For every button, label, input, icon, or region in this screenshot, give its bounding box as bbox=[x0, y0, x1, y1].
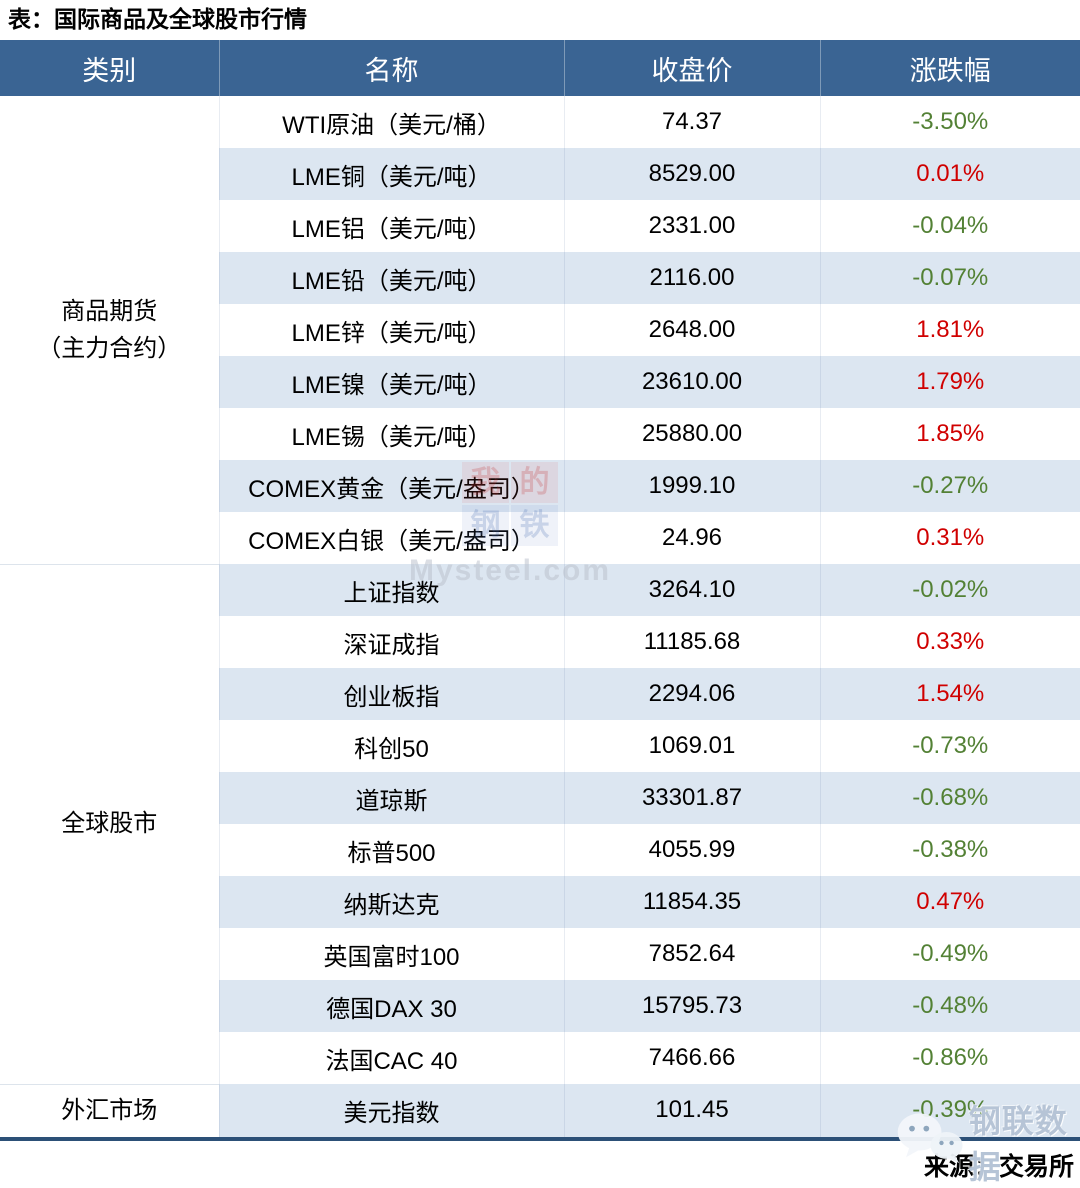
name-cell: LME镍（美元/吨） bbox=[219, 356, 565, 408]
name-cell: 道琼斯 bbox=[219, 772, 565, 824]
name-cell: LME锌（美元/吨） bbox=[219, 304, 565, 356]
name-cell: 纳斯达克 bbox=[219, 876, 565, 928]
close-cell: 8529.00 bbox=[564, 148, 821, 200]
table-row: 纳斯达克 11854.35 0.47% bbox=[0, 876, 1080, 928]
column-header-change: 涨跌幅 bbox=[820, 40, 1080, 96]
category-line1: 全球股市 bbox=[61, 810, 158, 838]
change-cell: 0.33% bbox=[916, 628, 985, 655]
close-cell: 4055.99 bbox=[564, 824, 821, 876]
market-table: 类别 名称 收盘价 涨跌幅 商品期货 （主力合约） WTI原油（美元/桶） 74… bbox=[0, 40, 1080, 1141]
column-header-category: 类别 bbox=[0, 40, 220, 96]
change-cell: 1.81% bbox=[916, 316, 985, 343]
close-cell: 74.37 bbox=[564, 96, 821, 148]
close-cell: 11185.68 bbox=[564, 616, 821, 668]
change-cell: -0.73% bbox=[912, 732, 989, 759]
close-cell: 24.96 bbox=[564, 512, 821, 564]
category-line1: 外汇市场 bbox=[61, 1096, 158, 1124]
category-line2: （主力合约） bbox=[37, 334, 182, 362]
name-cell: COMEX黄金（美元/盎司） bbox=[219, 460, 565, 512]
close-cell: 1069.01 bbox=[564, 720, 821, 772]
source-label: 来源：交易所 bbox=[923, 1152, 1074, 1181]
table-row: 英国富时100 7852.64 -0.49% bbox=[0, 928, 1080, 980]
name-cell: COMEX白银（美元/盎司） bbox=[219, 512, 565, 564]
category-cell-global-stocks: 全球股市 bbox=[0, 563, 220, 1084]
name-cell: 美元指数 bbox=[219, 1084, 565, 1139]
change-cell: -0.39% bbox=[820, 1084, 1080, 1139]
close-cell: 2331.00 bbox=[564, 200, 821, 252]
change-cell: -0.48% bbox=[820, 980, 1080, 1032]
change-cell: -0.68% bbox=[820, 772, 1080, 824]
close-cell: 2648.00 bbox=[564, 304, 821, 356]
category-cell-commodity-futures: 商品期货 （主力合约） bbox=[0, 96, 220, 564]
table-row: 商品期货 （主力合约） WTI原油（美元/桶） 74.37 -3.50% bbox=[0, 96, 1080, 564]
name-cell: 德国DAX 30 bbox=[219, 980, 565, 1032]
name-cell: 深证成指 bbox=[219, 616, 565, 668]
category-cell-forex: 外汇市场 bbox=[0, 1083, 220, 1139]
change-cell: 0.31% bbox=[916, 524, 985, 551]
table-row: 创业板指 2294.06 1.54% bbox=[0, 668, 1080, 720]
change-cell: -0.49% bbox=[912, 940, 989, 967]
change-cell: 0.01% bbox=[820, 148, 1080, 200]
name-cell: 英国富时100 bbox=[219, 928, 565, 980]
table-row: 科创50 1069.01 -0.73% bbox=[0, 720, 1080, 772]
close-cell: 2294.06 bbox=[564, 668, 821, 720]
close-cell: 11854.35 bbox=[564, 876, 821, 928]
table-row: COMEX白银（美元/盎司） 24.96 0.31% bbox=[0, 512, 1080, 564]
table-row: LME铅（美元/吨） 2116.00 -0.07% bbox=[0, 252, 1080, 304]
close-cell: 23610.00 bbox=[564, 356, 821, 408]
table-row: LME锌（美元/吨） 2648.00 1.81% bbox=[0, 304, 1080, 356]
close-cell: 33301.87 bbox=[564, 772, 821, 824]
change-cell: -0.38% bbox=[912, 836, 989, 863]
name-cell: 科创50 bbox=[219, 720, 565, 772]
table-row: COMEX黄金（美元/盎司） 1999.10 -0.27% bbox=[0, 460, 1080, 512]
column-header-name: 名称 bbox=[219, 40, 565, 96]
close-cell: 3264.10 bbox=[564, 564, 821, 616]
column-header-close: 收盘价 bbox=[564, 40, 821, 96]
table-row: 全球股市 上证指数 3264.10 -0.02% bbox=[0, 563, 1080, 1084]
page-title: 表：国际商品及全球股市行情 bbox=[8, 6, 307, 32]
change-cell: -0.04% bbox=[912, 212, 989, 239]
table-row: 法国CAC 40 7466.66 -0.86% bbox=[0, 1032, 1080, 1084]
table-row: 标普500 4055.99 -0.38% bbox=[0, 824, 1080, 876]
name-cell: 上证指数 bbox=[219, 564, 565, 616]
close-cell: 101.45 bbox=[564, 1084, 821, 1139]
change-cell: -0.07% bbox=[820, 252, 1080, 304]
table-row: LME铝（美元/吨） 2331.00 -0.04% bbox=[0, 200, 1080, 252]
close-cell: 7466.66 bbox=[564, 1032, 821, 1084]
name-cell: 法国CAC 40 bbox=[219, 1032, 565, 1084]
name-cell: LME铅（美元/吨） bbox=[219, 252, 565, 304]
table-header: 类别 名称 收盘价 涨跌幅 bbox=[0, 40, 1080, 96]
change-cell: 1.79% bbox=[820, 356, 1080, 408]
change-cell: -0.86% bbox=[912, 1044, 989, 1071]
table-row: 德国DAX 30 15795.73 -0.48% bbox=[0, 980, 1080, 1032]
change-cell: 1.85% bbox=[916, 420, 985, 447]
name-cell: 创业板指 bbox=[219, 668, 565, 720]
change-cell: -3.50% bbox=[912, 108, 989, 135]
name-cell: 标普500 bbox=[219, 824, 565, 876]
close-cell: 25880.00 bbox=[564, 408, 821, 460]
name-cell: LME铝（美元/吨） bbox=[219, 200, 565, 252]
table-row: 道琼斯 33301.87 -0.68% bbox=[0, 772, 1080, 824]
name-cell: WTI原油（美元/桶） bbox=[219, 96, 565, 148]
change-cell: 0.47% bbox=[820, 876, 1080, 928]
header-row: 类别 名称 收盘价 涨跌幅 bbox=[0, 40, 1080, 96]
change-cell: -0.27% bbox=[820, 460, 1080, 512]
table-row: LME锡（美元/吨） 25880.00 1.85% bbox=[0, 408, 1080, 460]
category-line1: 商品期货 bbox=[61, 297, 158, 325]
close-cell: 2116.00 bbox=[564, 252, 821, 304]
change-cell: -0.02% bbox=[820, 564, 1080, 616]
name-cell: LME铜（美元/吨） bbox=[219, 148, 565, 200]
close-cell: 1999.10 bbox=[564, 460, 821, 512]
close-cell: 15795.73 bbox=[564, 980, 821, 1032]
change-cell: 1.54% bbox=[820, 668, 1080, 720]
table-row: 深证成指 11185.68 0.33% bbox=[0, 616, 1080, 668]
close-cell: 7852.64 bbox=[564, 928, 821, 980]
table-row: LME镍（美元/吨） 23610.00 1.79% bbox=[0, 356, 1080, 408]
name-cell: LME锡（美元/吨） bbox=[219, 408, 565, 460]
table-row: 外汇市场 美元指数 101.45 -0.39% bbox=[0, 1083, 1080, 1139]
table-row: LME铜（美元/吨） 8529.00 0.01% bbox=[0, 148, 1080, 200]
